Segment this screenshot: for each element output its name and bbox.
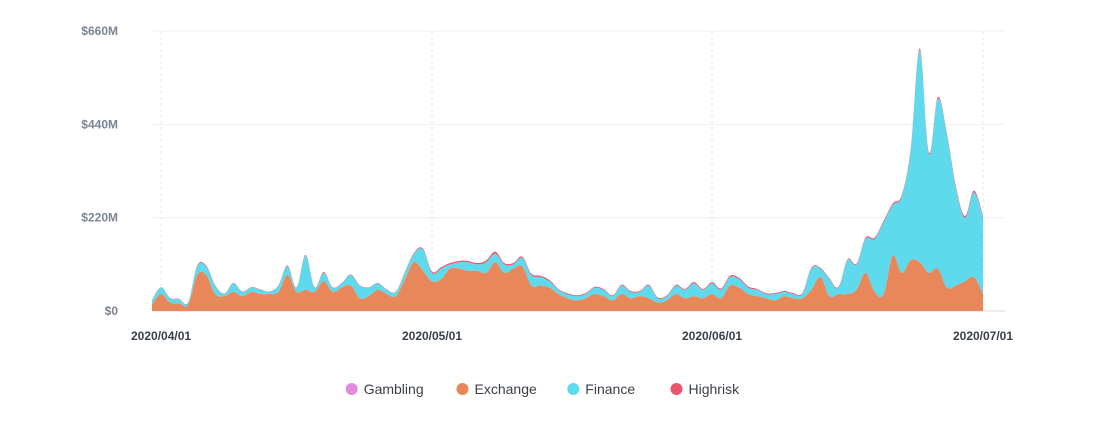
- legend-item-finance[interactable]: Finance: [567, 381, 635, 397]
- x-tick-label: 2020/04/01: [131, 329, 191, 343]
- legend-swatch: [345, 383, 358, 395]
- legend-label: Highrisk: [689, 381, 741, 397]
- x-axis: 2020/04/01 2020/05/01 2020/06/01 2020/07/01: [131, 329, 1013, 343]
- legend-item-exchange[interactable]: Exchange: [456, 381, 537, 397]
- legend-swatch: [670, 383, 683, 395]
- area-series-group: [152, 48, 983, 311]
- legend-swatch: [567, 383, 580, 395]
- legend-label: Exchange: [475, 381, 537, 397]
- legend-swatch: [456, 383, 469, 395]
- legend-label: Finance: [585, 381, 635, 397]
- area-series-exchange[interactable]: [152, 255, 983, 311]
- legend-label: Gambling: [364, 381, 424, 397]
- x-tick-label: 2020/06/01: [682, 329, 742, 343]
- y-tick-label: $660M: [81, 24, 118, 38]
- y-axis: $0 $220M $440M $660M: [81, 24, 118, 318]
- legend-item-gambling[interactable]: Gambling: [345, 381, 424, 397]
- legend[interactable]: Gambling Exchange Finance Highrisk: [345, 381, 741, 397]
- x-tick-label: 2020/07/01: [953, 329, 1013, 343]
- y-tick-label: $440M: [81, 117, 118, 131]
- area-series-finance[interactable]: [152, 50, 983, 307]
- legend-item-highrisk[interactable]: Highrisk: [670, 381, 741, 397]
- y-tick-label: $0: [105, 304, 119, 318]
- y-tick-label: $220M: [81, 211, 118, 225]
- x-tick-label: 2020/05/01: [402, 329, 462, 343]
